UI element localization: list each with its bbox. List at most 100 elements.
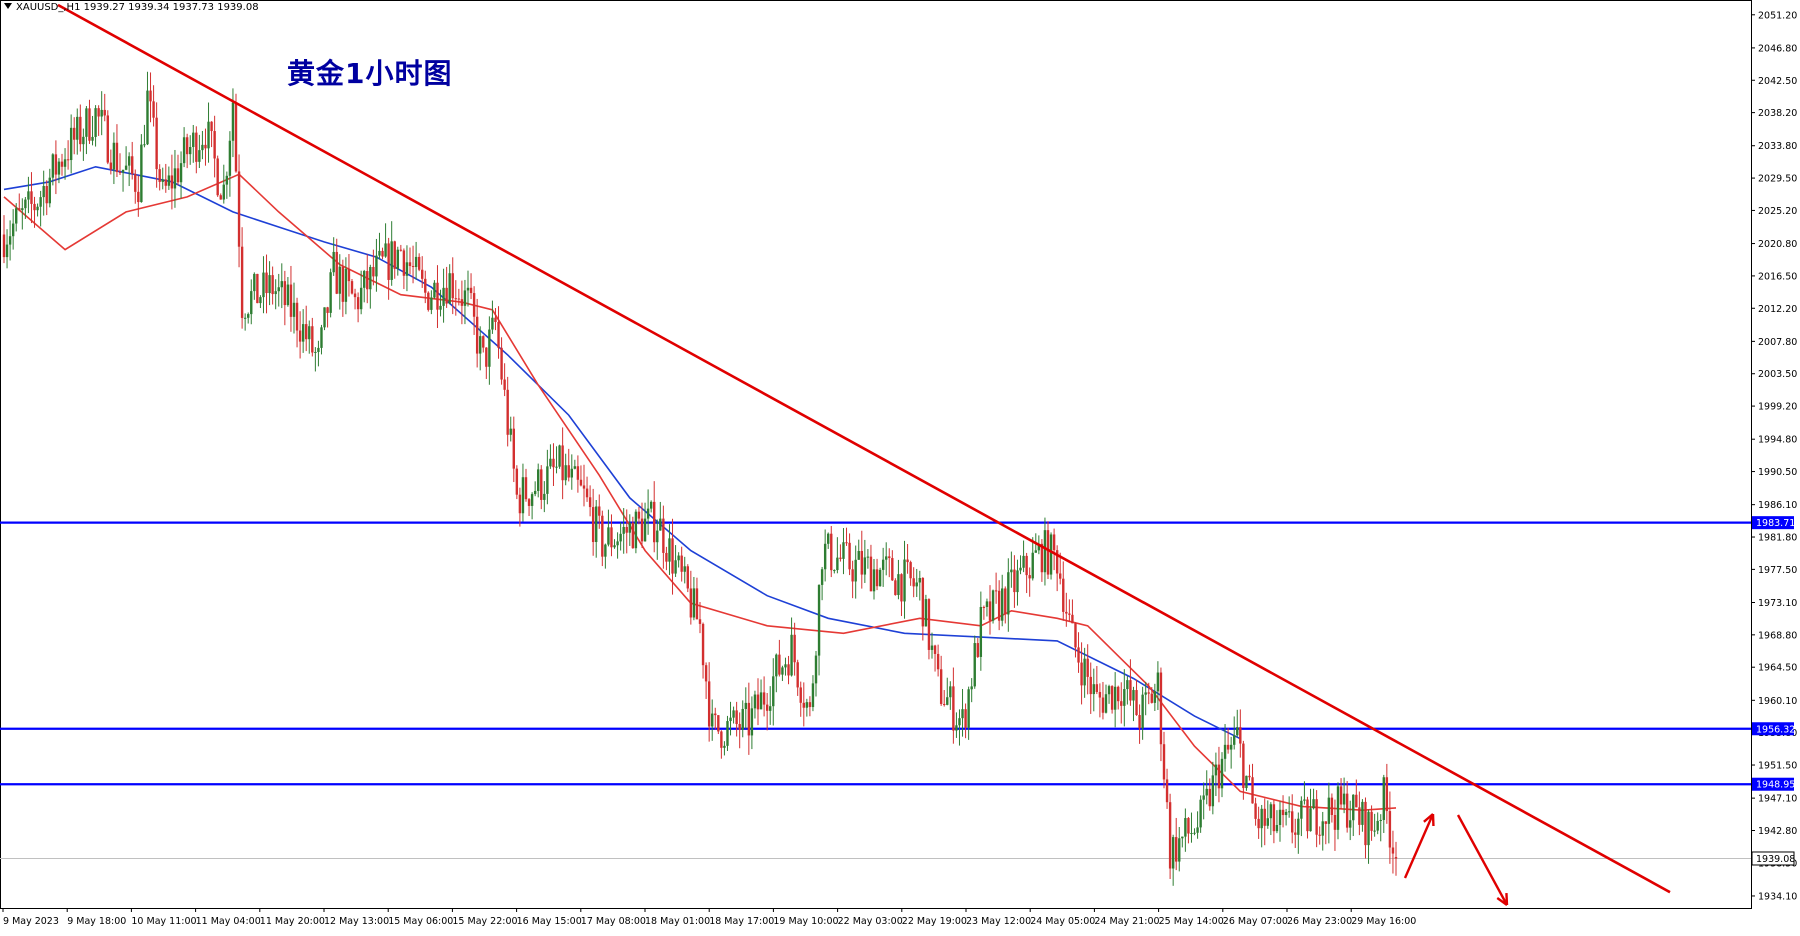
candle-body [1349,820,1352,828]
candle-body [1141,694,1144,729]
candle-body [997,590,1001,621]
candle-body [1168,802,1172,869]
candle-body [808,702,812,708]
candle-body [1382,777,1385,820]
candle-body [271,275,274,295]
candle-body [384,243,387,257]
candle-body [42,186,45,198]
candle-body [344,268,348,302]
candle-body [958,718,961,726]
candle-body [402,250,406,276]
candle-body [1287,811,1291,813]
candle-body [189,147,192,155]
candle-body [875,569,879,587]
candle-body [353,293,357,298]
candle-body [1278,809,1282,826]
candle-body [799,687,802,703]
candle-body [549,458,552,467]
candle-body [167,175,171,186]
candle-body [27,191,30,200]
candle-body [124,165,128,170]
candle-body [228,140,232,176]
candle-body [860,550,863,575]
candle-body [921,577,925,627]
forecast-arrow-down-head [1496,892,1509,906]
candle-body [243,317,247,319]
candle-body [1205,788,1208,796]
candle-body [1199,799,1202,828]
candle-body [210,121,213,132]
candle-body [1254,803,1257,819]
candle-body [219,195,222,200]
candle-body [912,578,915,587]
candle-body [613,545,616,548]
candle-body [530,494,534,506]
candle-body [729,717,732,722]
candle-body [1260,808,1263,829]
candle-body [1361,801,1364,825]
collapse-triangle-icon[interactable] [4,3,12,9]
candle-body [488,329,491,367]
candle-body [121,169,125,173]
candle-body [1269,804,1273,819]
candle-body [750,708,754,736]
candle-body [640,518,644,542]
forecast-arrow-up-head [1423,813,1435,827]
candle-body [1040,543,1044,573]
candle-body [610,527,613,548]
candle-body [225,175,229,185]
candle-body [1107,686,1111,695]
candle-body [976,643,979,657]
candle-body [512,428,515,469]
candle-body [5,244,9,258]
current-price-tag [1751,851,1795,866]
candle-body [1327,797,1331,824]
candle-body [1394,857,1398,859]
candle-body [863,557,867,575]
candle-body [622,526,625,534]
candle-body [466,287,470,291]
candle-body [82,136,85,145]
y-tick-label: 1986.10 [1758,500,1797,511]
candle-body [765,704,769,711]
candle-body [1074,623,1077,648]
candle-body [317,347,320,352]
candle-body [1095,684,1099,692]
candle-body [1291,811,1294,833]
candle-body [939,669,943,704]
x-tick-label: 22 May 03:00 [838,916,903,927]
candle-body [240,246,244,318]
candle-body [891,558,894,581]
candle-body [903,559,906,602]
candle-body [140,144,143,203]
y-tick-label: 2033.80 [1758,141,1797,152]
x-tick-label: 24 May 05:00 [1030,916,1095,927]
candle-body [414,256,418,268]
candle-body [201,144,204,151]
candle-body [1022,555,1025,568]
candle-body [390,241,393,280]
candle-body [1196,827,1199,833]
x-tick-label: 24 May 21:00 [1094,916,1159,927]
candle-body [1089,676,1092,695]
y-tick-label: 2012.20 [1758,304,1797,315]
candle-body [207,121,210,149]
candle-body [906,559,909,563]
candle-body [897,574,900,596]
candle-body [656,530,659,543]
candle-body [1321,821,1324,836]
y-tick-label: 1951.50 [1758,761,1797,772]
candle-body [11,223,15,237]
candle-body [356,297,360,310]
candle-body [372,266,375,277]
y-tick-label: 1968.80 [1758,630,1797,641]
forecast-arrow-up [1403,813,1435,879]
candle-body [854,559,857,582]
candle-body [451,273,454,299]
candle-body [662,518,665,553]
candle-body [567,465,570,478]
x-tick-label: 9 May 18:00 [67,916,126,927]
candle-body [8,236,12,245]
candle-body [790,634,793,676]
